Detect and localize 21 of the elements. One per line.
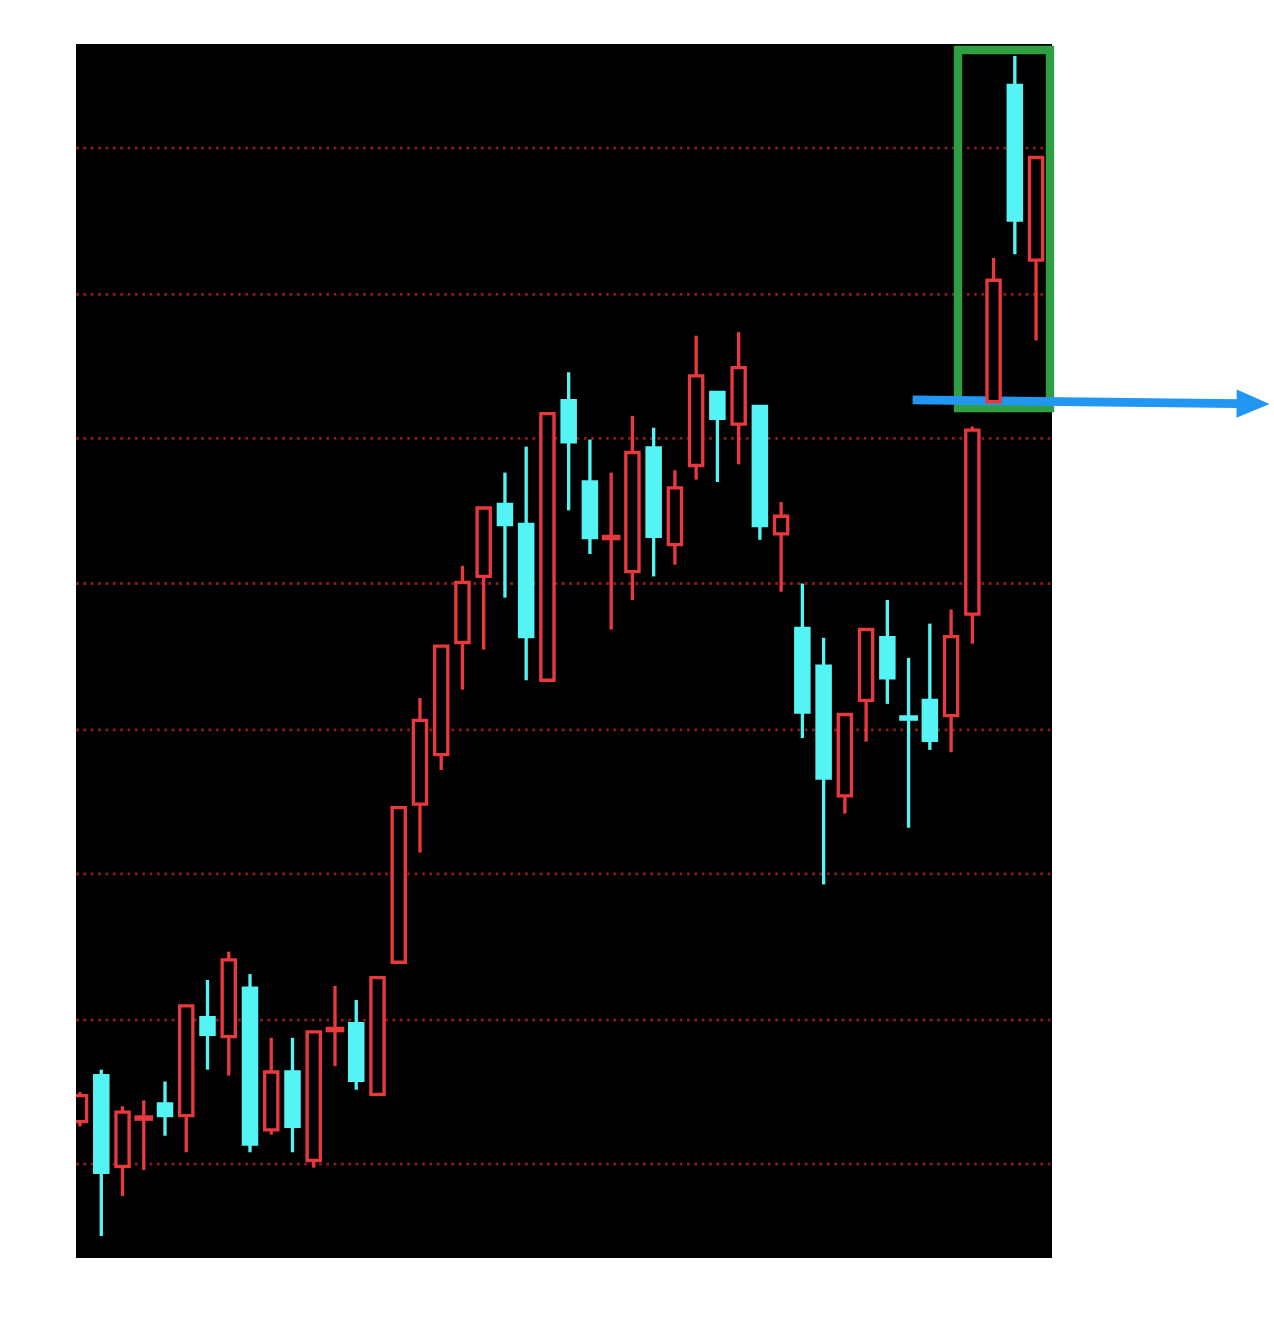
candlestick (772, 500, 790, 594)
candlestick (645, 426, 662, 579)
candlestick (899, 656, 918, 830)
candlestick (1006, 54, 1024, 256)
candlestick (284, 1036, 301, 1154)
candlestick (815, 636, 832, 887)
candlestick (560, 370, 577, 513)
candlestick (730, 330, 747, 466)
candlestick (199, 978, 216, 1072)
candlestick (581, 437, 599, 556)
candlestick (517, 444, 535, 682)
candlestick (794, 581, 811, 740)
candlestick (325, 984, 345, 1068)
candlestick (687, 334, 705, 482)
candlestick (411, 696, 429, 855)
candlestick (156, 1079, 174, 1138)
candlestick (921, 621, 939, 752)
candlestick (666, 468, 684, 567)
candlestick (496, 470, 514, 600)
candlestick (879, 598, 896, 706)
candlestick (942, 607, 960, 754)
